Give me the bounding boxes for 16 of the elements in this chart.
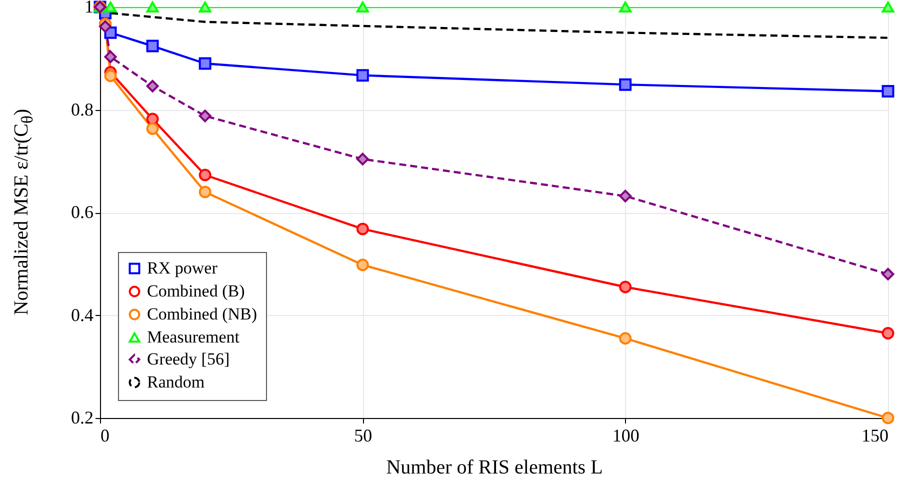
x-axis-title: Number of RIS elements L xyxy=(386,456,603,478)
y-tick-label: 0.6 xyxy=(71,202,94,222)
y-tick-label: 1 xyxy=(84,0,94,16)
x-tick-label: 0 xyxy=(100,426,110,446)
legend-label: RX power xyxy=(147,258,218,278)
legend-label: Combined (B) xyxy=(147,282,245,300)
x-tick-label: 50 xyxy=(354,426,372,446)
legend-label: Measurement xyxy=(147,328,240,346)
x-tick-label: 150 xyxy=(862,426,888,446)
legend-label: Greedy [56] xyxy=(147,350,230,368)
y-tick-label: 0.2 xyxy=(71,408,94,428)
legend-label: Combined (NB) xyxy=(147,304,258,324)
legend-label: Random xyxy=(147,372,205,392)
x-tick-label: 100 xyxy=(612,426,640,446)
y-tick-label: 0.4 xyxy=(71,304,94,325)
y-tick-label: 0.8 xyxy=(71,99,94,120)
